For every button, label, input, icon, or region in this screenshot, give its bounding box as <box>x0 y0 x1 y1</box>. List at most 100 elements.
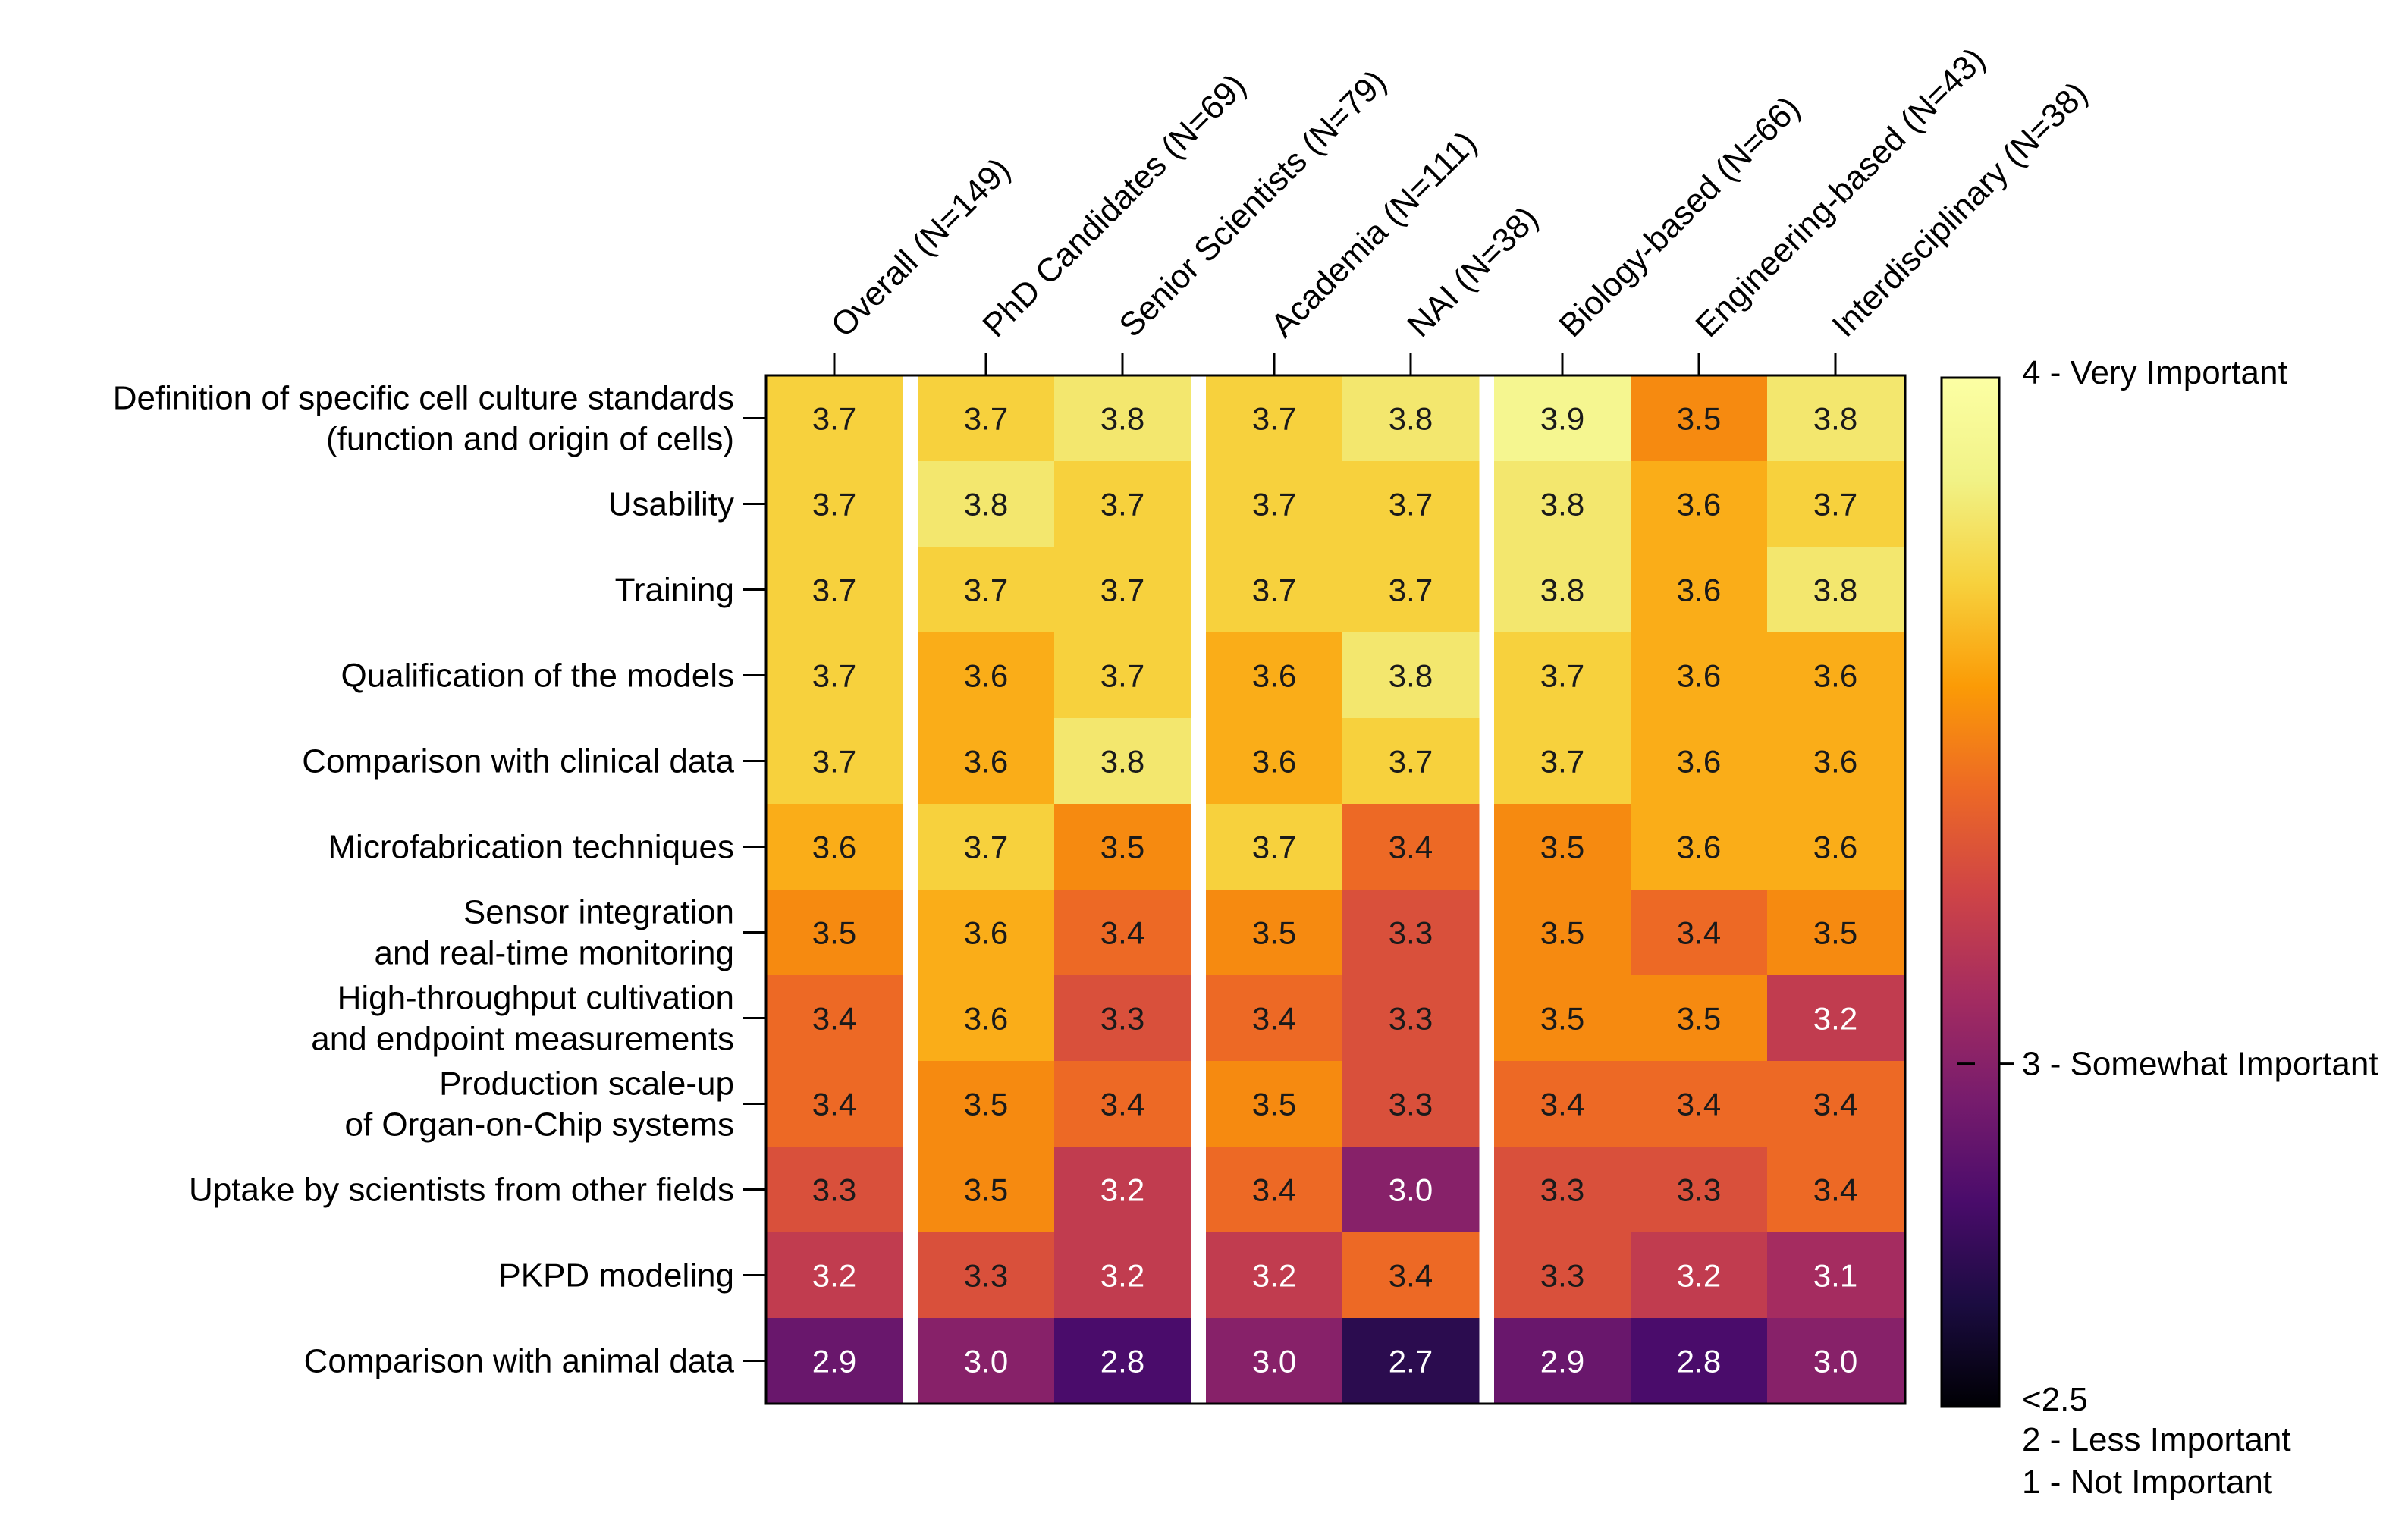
heatmap-cell <box>918 975 1055 1062</box>
heatmap-cell <box>1342 804 1480 890</box>
heatmap-cell <box>1206 890 1343 976</box>
cell-value-label: 3.1 <box>1813 1258 1857 1294</box>
row-label: Comparison with animal data <box>304 1343 735 1380</box>
cell-value-label: 3.7 <box>1813 487 1857 523</box>
heatmap-cell <box>1054 975 1191 1062</box>
heatmap-cells: 3.7 3.7 3.8 3.7 3.8 3.9 3.5 3.8 3.7 3.8 3.7 3.7 3.7 3… <box>766 375 1906 1404</box>
cell-value-label: 3.5 <box>1252 1087 1296 1122</box>
cell-value-label: 3.6 <box>964 658 1008 694</box>
heatmap-cell <box>1494 975 1631 1062</box>
heatmap-cell <box>1494 461 1631 548</box>
row-label: Production scale-up <box>439 1065 734 1103</box>
column-label: NAI (N=38) <box>1400 199 1545 344</box>
heatmap-cell <box>1767 1147 1906 1233</box>
cell-value-label: 3.8 <box>964 487 1008 523</box>
cell-value-label: 2.7 <box>1389 1344 1433 1379</box>
heatmap-cell <box>1767 461 1906 548</box>
heatmap-cell <box>1631 804 1768 890</box>
cell-value-label: 3.6 <box>964 744 1008 780</box>
heatmap-cell <box>1631 1061 1768 1147</box>
cell-value-label: 3.8 <box>1540 573 1584 608</box>
cell-value-label: 3.6 <box>1677 573 1721 608</box>
cell-value-label: 3.2 <box>1813 1001 1857 1037</box>
cell-value-label: 2.9 <box>1540 1344 1584 1379</box>
cell-value-label: 3.7 <box>964 401 1008 437</box>
heatmap-cell <box>1767 547 1906 633</box>
heatmap-cell <box>1342 1318 1480 1404</box>
heatmap-cell <box>766 890 903 976</box>
heatmap-cell <box>1054 632 1191 719</box>
heatmap-cell <box>918 890 1055 976</box>
cell-value-label: 3.7 <box>812 658 856 694</box>
heatmap-cell <box>918 547 1055 633</box>
cell-value-label: 2.8 <box>1100 1344 1144 1379</box>
cell-value-label: 3.7 <box>812 573 856 608</box>
cell-value-label: 3.3 <box>1677 1172 1721 1208</box>
row-label: High-throughput cultivation <box>337 980 734 1017</box>
heatmap-cell <box>918 632 1055 719</box>
cell-value-label: 3.6 <box>1813 658 1857 694</box>
cell-value-label: 3.3 <box>1389 1087 1433 1122</box>
cell-value-label: 3.6 <box>1677 658 1721 694</box>
row-label: and real-time monitoring <box>375 935 734 972</box>
cell-value-label: 3.4 <box>1100 915 1144 951</box>
colorbar-label: 1 - Not Important <box>2022 1464 2272 1501</box>
cell-value-label: 3.4 <box>1813 1172 1857 1208</box>
heatmap-cell <box>1631 1318 1768 1404</box>
cell-value-label: 3.8 <box>1389 401 1433 437</box>
cell-value-label: 3.3 <box>812 1172 856 1208</box>
colorbar-label: 3 - Somewhat Important <box>2022 1046 2378 1083</box>
heatmap-cell <box>1494 890 1631 976</box>
colorbar: 4 - Very Important 3 - Somewhat Important… <box>1940 354 2378 1501</box>
heatmap-cell <box>918 1147 1055 1233</box>
cell-value-label: 3.3 <box>964 1258 1008 1294</box>
heatmap-cell <box>1342 547 1480 633</box>
heatmap-cell <box>1494 1061 1631 1147</box>
heatmap-cell <box>1206 1147 1343 1233</box>
cell-value-label: 3.4 <box>1677 1087 1721 1122</box>
cell-value-label: 3.8 <box>1100 401 1144 437</box>
heatmap-cell <box>918 1232 1055 1319</box>
cell-value-label: 3.6 <box>964 915 1008 951</box>
cell-value-label: 3.2 <box>812 1258 856 1294</box>
heatmap-cell <box>1206 1318 1343 1404</box>
heatmap-cell <box>1494 547 1631 633</box>
cell-value-label: 3.2 <box>1252 1258 1296 1294</box>
cell-value-label: 3.0 <box>1389 1172 1433 1208</box>
cell-value-label: 3.7 <box>1100 487 1144 523</box>
heatmap-frame <box>764 374 1907 1405</box>
heatmap-cell <box>1054 1232 1191 1319</box>
heatmap-cell <box>1054 375 1191 462</box>
heatmap-cell <box>1631 975 1768 1062</box>
heatmap-cell <box>1767 632 1906 719</box>
cell-value-label: 3.6 <box>1813 830 1857 865</box>
heatmap-cell <box>1767 1232 1906 1319</box>
heatmap-cell <box>1631 375 1768 462</box>
cell-value-label: 3.6 <box>812 830 856 865</box>
heatmap-cell <box>766 1061 903 1147</box>
cell-value-label: 3.5 <box>1677 1001 1721 1037</box>
cell-value-label: 3.7 <box>812 401 856 437</box>
cell-value-label: 3.7 <box>1252 573 1296 608</box>
row-label: Sensor integration <box>463 894 734 931</box>
heatmap-cell <box>1206 547 1343 633</box>
heatmap-cell <box>1767 1318 1906 1404</box>
heatmap-cell <box>1342 1147 1480 1233</box>
cell-value-label: 3.4 <box>812 1087 856 1122</box>
heatmap-cell <box>1767 718 1906 805</box>
heatmap-cell <box>1767 890 1906 976</box>
cell-value-label: 3.5 <box>1540 830 1584 865</box>
cell-value-label: 3.4 <box>1813 1087 1857 1122</box>
cell-value-label: 3.7 <box>1252 487 1296 523</box>
heatmap-cell <box>1494 1318 1631 1404</box>
heatmap-cell <box>1054 461 1191 548</box>
cell-value-label: 3.8 <box>1813 401 1857 437</box>
cell-value-label: 3.3 <box>1389 915 1433 951</box>
row-label: Definition of specific cell culture stan… <box>113 380 734 417</box>
cell-value-label: 3.3 <box>1100 1001 1144 1037</box>
cell-value-label: 3.5 <box>812 915 856 951</box>
heatmap-cell <box>1631 718 1768 805</box>
cell-value-label: 3.5 <box>1813 915 1857 951</box>
heatmap-cell <box>1631 547 1768 633</box>
cell-value-label: 3.0 <box>1252 1344 1296 1379</box>
